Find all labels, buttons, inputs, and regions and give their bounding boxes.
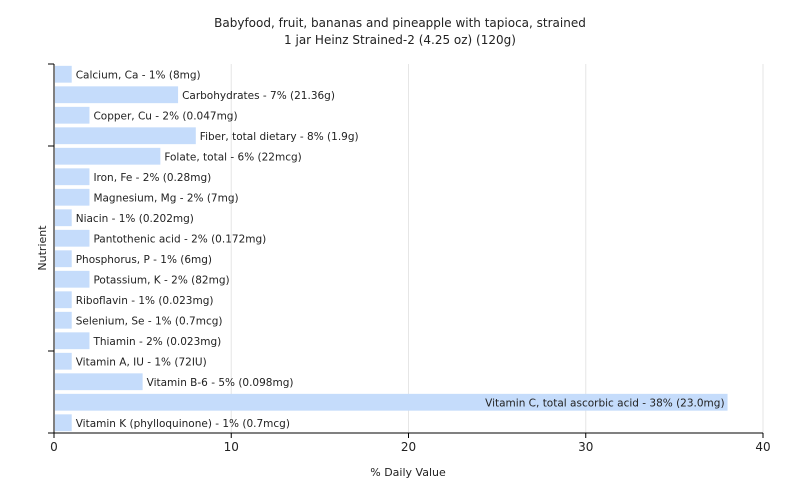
bar-label: Copper, Cu - 2% (0.047mg) bbox=[93, 110, 237, 122]
bar-label: Riboflavin - 1% (0.023mg) bbox=[76, 295, 214, 307]
bar-label: Fiber, total dietary - 8% (1.9g) bbox=[200, 131, 359, 143]
bar bbox=[55, 168, 90, 186]
x-tick-label: 30 bbox=[578, 440, 593, 454]
bar bbox=[55, 332, 90, 350]
bar bbox=[55, 270, 90, 288]
bar-label: Niacin - 1% (0.202mg) bbox=[76, 213, 194, 225]
bar bbox=[55, 147, 161, 165]
bar bbox=[55, 393, 728, 411]
x-axis-label: % Daily Value bbox=[370, 466, 446, 479]
bar-label: Magnesium, Mg - 2% (7mg) bbox=[93, 192, 238, 204]
bar-label: Selenium, Se - 1% (0.7mcg) bbox=[76, 315, 223, 327]
bar-label: Carbohydrates - 7% (21.36g) bbox=[182, 90, 335, 102]
bar bbox=[55, 311, 72, 329]
bar-label: Calcium, Ca - 1% (8mg) bbox=[76, 69, 201, 81]
chart-subtitle: 1 jar Heinz Strained-2 (4.25 oz) (120g) bbox=[284, 33, 516, 47]
bar-label: Iron, Fe - 2% (0.28mg) bbox=[93, 172, 211, 184]
bar bbox=[55, 414, 72, 432]
x-tick-label: 20 bbox=[401, 440, 416, 454]
bar-labels: Calcium, Ca - 1% (8mg) Carbohydrates - 7%… bbox=[76, 69, 725, 430]
bar bbox=[55, 373, 143, 391]
chart-title: Babyfood, fruit, bananas and pineapple w… bbox=[214, 16, 586, 30]
bar bbox=[55, 352, 72, 370]
x-tick-label: 10 bbox=[224, 440, 239, 454]
bar bbox=[55, 229, 90, 247]
bar bbox=[55, 250, 72, 268]
bar bbox=[55, 86, 179, 104]
bar bbox=[55, 291, 72, 309]
x-tick-label: 40 bbox=[755, 440, 770, 454]
bar bbox=[55, 127, 196, 145]
bar bbox=[55, 188, 90, 206]
gridlines bbox=[230, 64, 764, 433]
axes: 0 10 20 30 40 bbox=[48, 63, 771, 454]
y-axis-label: Nutrient bbox=[36, 225, 49, 271]
bar-label: Thiamin - 2% (0.023mg) bbox=[92, 336, 221, 348]
bar-label: Pantothenic acid - 2% (0.172mg) bbox=[93, 233, 266, 245]
bar-label: Vitamin K (phylloquinone) - 1% (0.7mcg) bbox=[76, 418, 290, 430]
bar-label: Vitamin B-6 - 5% (0.098mg) bbox=[147, 377, 294, 389]
bar-label: Vitamin A, IU - 1% (72IU) bbox=[76, 356, 207, 368]
bar-label: Potassium, K - 2% (82mg) bbox=[93, 274, 229, 286]
bar-label: Phosphorus, P - 1% (6mg) bbox=[76, 254, 212, 266]
x-tick-label: 0 bbox=[50, 440, 58, 454]
bar-label: Vitamin C, total ascorbic acid - 38% (23… bbox=[485, 397, 724, 409]
bar bbox=[55, 209, 72, 227]
bars bbox=[55, 65, 728, 432]
bar-label: Folate, total - 6% (22mcg) bbox=[164, 151, 301, 163]
bar bbox=[55, 65, 72, 83]
bar bbox=[55, 106, 90, 124]
